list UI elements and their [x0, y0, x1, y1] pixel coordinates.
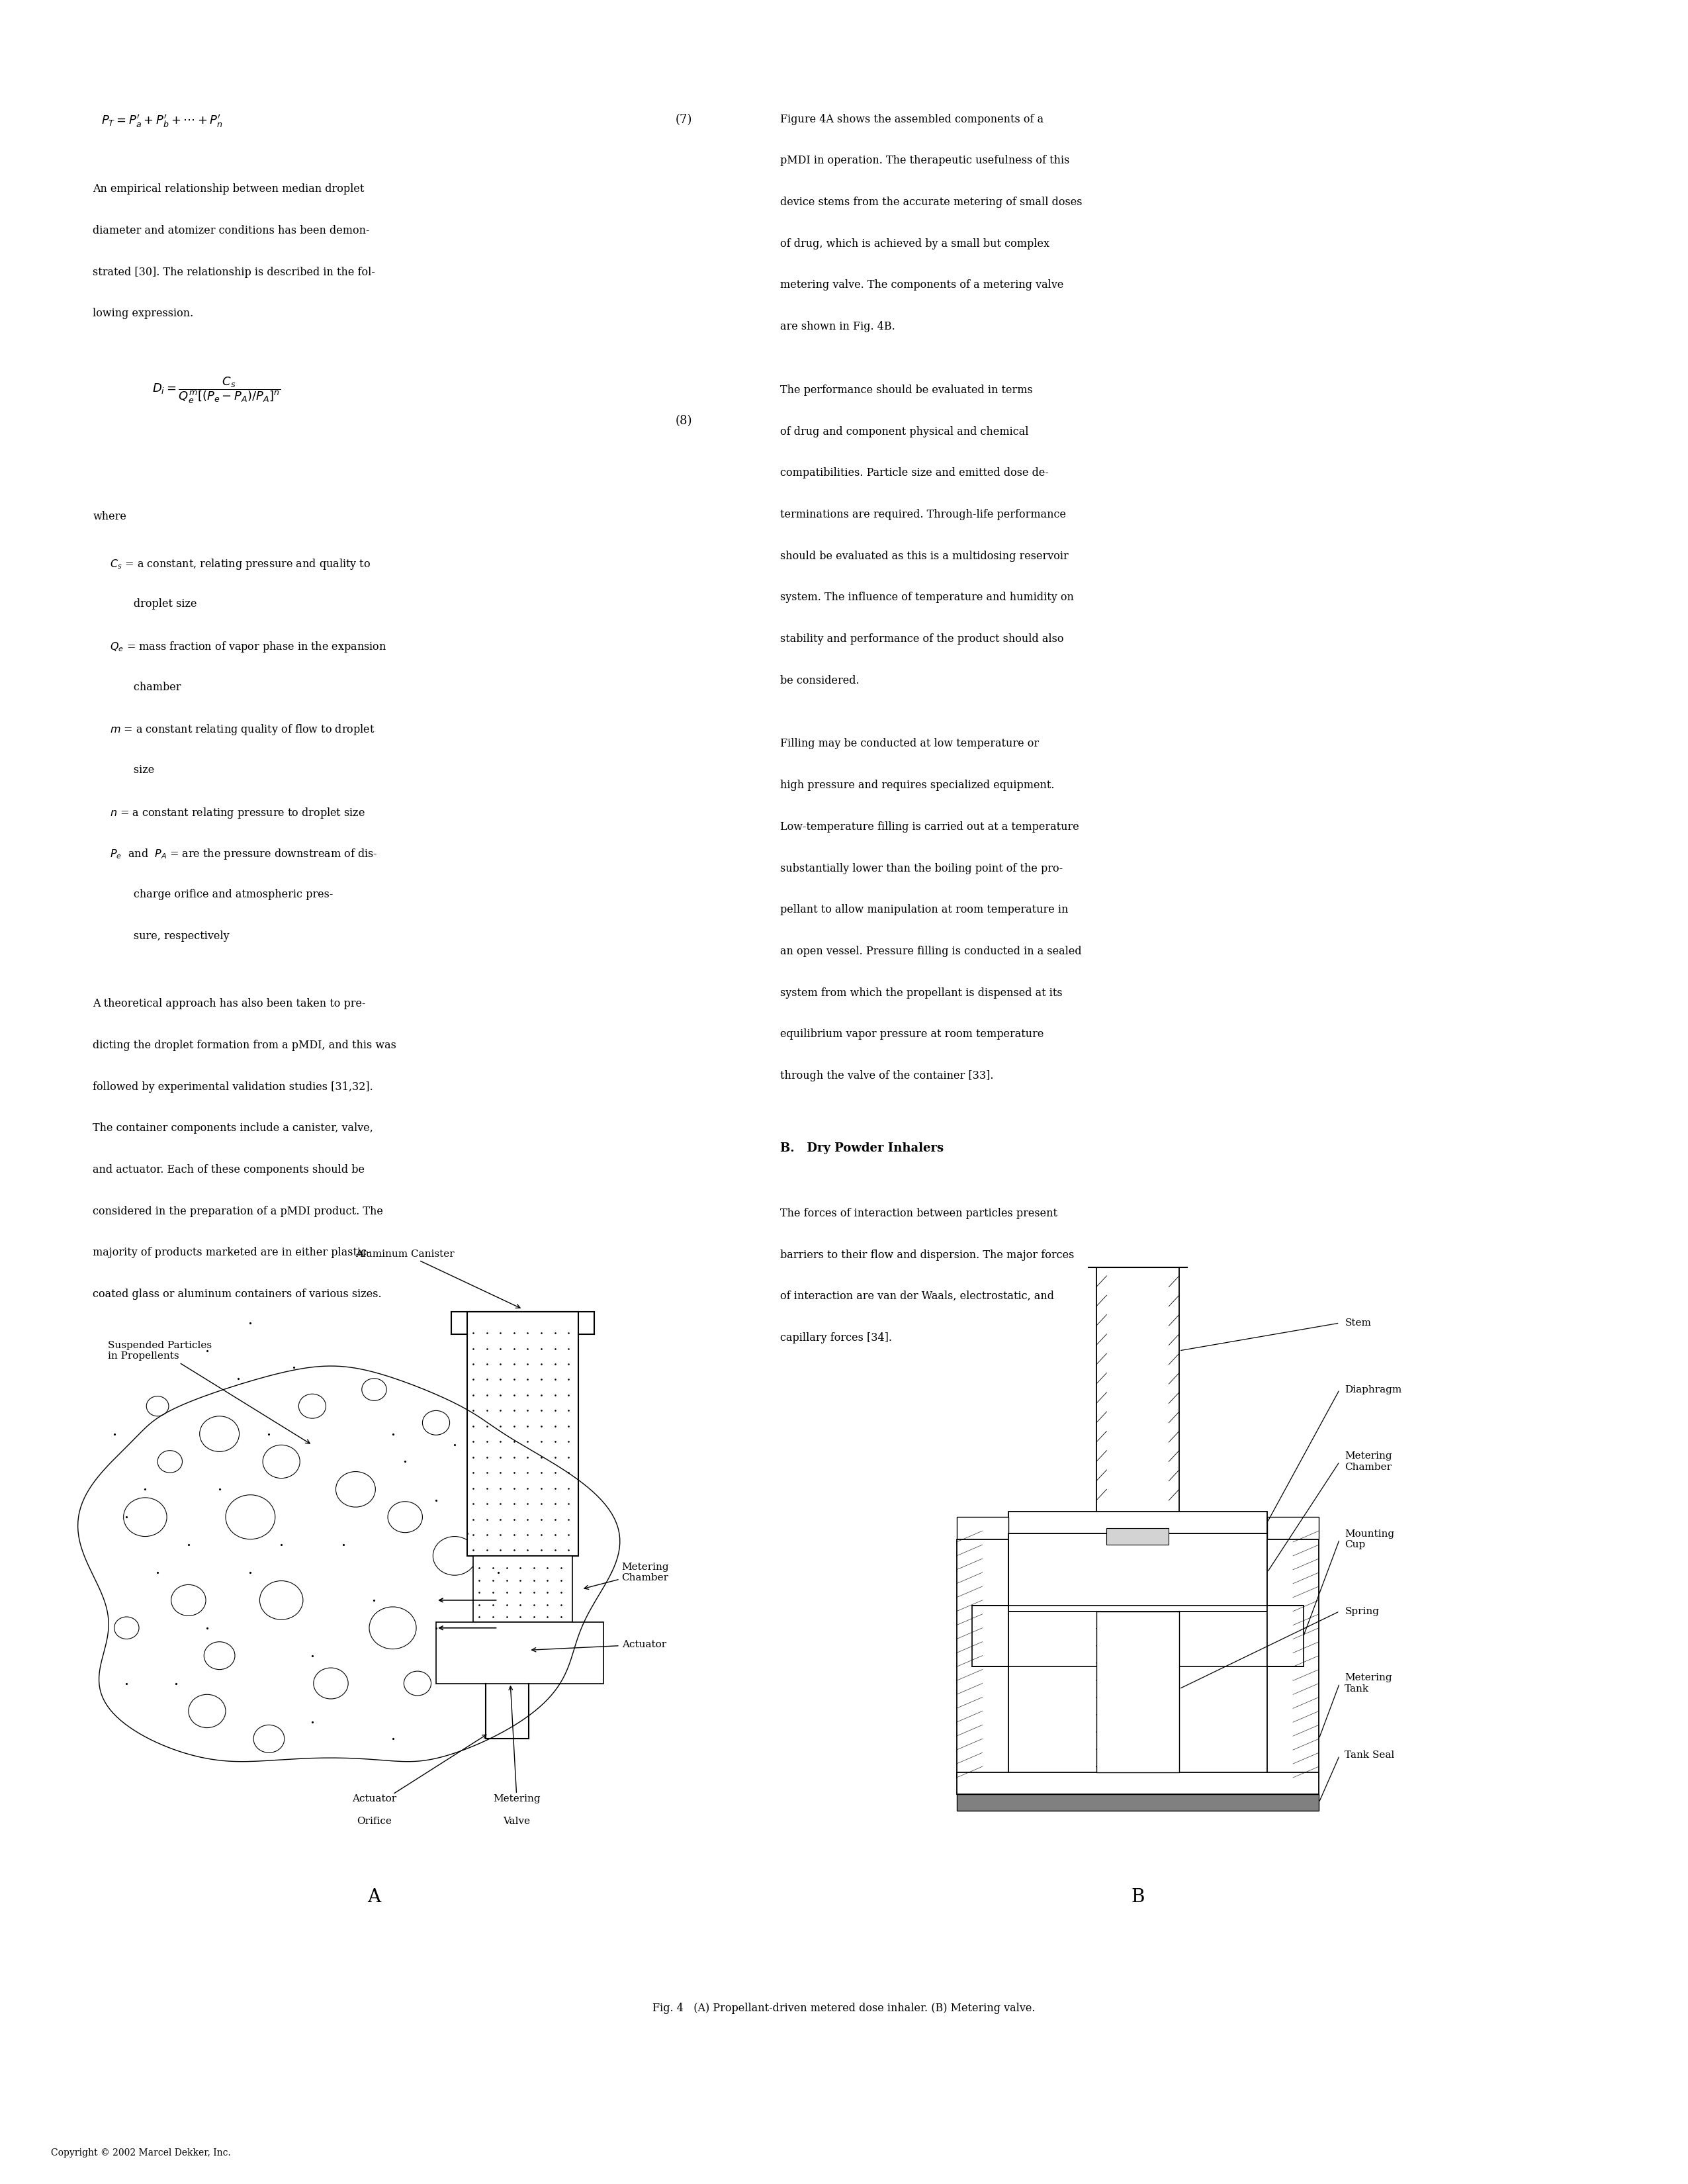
Text: Suspended Particles
in Propellents: Suspended Particles in Propellents — [108, 1341, 311, 1444]
Text: system from which the propellant is dispensed at its: system from which the propellant is disp… — [780, 987, 1062, 998]
Polygon shape — [957, 1771, 1318, 1795]
Polygon shape — [468, 1313, 579, 1555]
Text: should be evaluated as this is a multidosing reservoir: should be evaluated as this is a multido… — [780, 550, 1069, 561]
Polygon shape — [1008, 1511, 1268, 1533]
Text: Filling may be conducted at low temperature or: Filling may be conducted at low temperat… — [780, 738, 1038, 749]
Text: coated glass or aluminum containers of various sizes.: coated glass or aluminum containers of v… — [93, 1289, 381, 1299]
Text: Low-temperature filling is carried out at a temperature: Low-temperature filling is carried out a… — [780, 821, 1079, 832]
Text: charge orifice and atmospheric pres-: charge orifice and atmospheric pres- — [110, 889, 333, 900]
Text: Metering
Chamber: Metering Chamber — [584, 1562, 668, 1590]
Text: (7): (7) — [675, 114, 692, 124]
Text: $Q_e$ = mass fraction of vapor phase in the expansion: $Q_e$ = mass fraction of vapor phase in … — [110, 640, 387, 653]
Text: Metering: Metering — [493, 1795, 540, 1804]
Text: Figure 4A shows the assembled components of a: Figure 4A shows the assembled components… — [780, 114, 1043, 124]
Text: barriers to their flow and dispersion. The major forces: barriers to their flow and dispersion. T… — [780, 1249, 1074, 1260]
Text: $P_e$  and  $P_A$ = are the pressure downstream of dis-: $P_e$ and $P_A$ = are the pressure downs… — [110, 847, 378, 860]
Polygon shape — [1008, 1533, 1268, 1612]
Text: metering valve. The components of a metering valve: metering valve. The components of a mete… — [780, 280, 1063, 290]
Text: $m$ = a constant relating quality of flow to droplet: $m$ = a constant relating quality of flo… — [110, 723, 375, 736]
Text: are shown in Fig. 4B.: are shown in Fig. 4B. — [780, 321, 895, 332]
Text: Stem: Stem — [1345, 1319, 1371, 1328]
Polygon shape — [957, 1795, 1318, 1811]
Polygon shape — [957, 1540, 1008, 1778]
Text: of drug and component physical and chemical: of drug and component physical and chemi… — [780, 426, 1028, 437]
Text: An empirical relationship between median droplet: An empirical relationship between median… — [93, 183, 365, 194]
Text: pMDI in operation. The therapeutic usefulness of this: pMDI in operation. The therapeutic usefu… — [780, 155, 1069, 166]
Text: capillary forces [34].: capillary forces [34]. — [780, 1332, 891, 1343]
Text: and actuator. Each of these components should be: and actuator. Each of these components s… — [93, 1164, 365, 1175]
Text: considered in the preparation of a pMDI product. The: considered in the preparation of a pMDI … — [93, 1206, 383, 1216]
Polygon shape — [1096, 1612, 1180, 1771]
Text: followed by experimental validation studies [31,32].: followed by experimental validation stud… — [93, 1081, 373, 1092]
Text: Metering
Tank: Metering Tank — [1345, 1673, 1393, 1693]
Text: system. The influence of temperature and humidity on: system. The influence of temperature and… — [780, 592, 1074, 603]
Text: Valve: Valve — [503, 1817, 530, 1826]
Text: size: size — [110, 764, 154, 775]
Text: lowing expression.: lowing expression. — [93, 308, 194, 319]
Polygon shape — [1107, 1529, 1168, 1544]
Text: B.   Dry Powder Inhalers: B. Dry Powder Inhalers — [780, 1142, 944, 1153]
Text: through the valve of the container [33].: through the valve of the container [33]. — [780, 1070, 993, 1081]
Text: The container components include a canister, valve,: The container components include a canis… — [93, 1123, 373, 1133]
Text: (8): (8) — [675, 415, 692, 426]
Text: Metering
Chamber: Metering Chamber — [1345, 1452, 1393, 1472]
Text: strated [30]. The relationship is described in the fol-: strated [30]. The relationship is descri… — [93, 266, 375, 277]
Text: Diaphragm: Diaphragm — [1345, 1385, 1401, 1393]
Text: majority of products marketed are in either plastic-: majority of products marketed are in eit… — [93, 1247, 370, 1258]
Text: device stems from the accurate metering of small doses: device stems from the accurate metering … — [780, 197, 1082, 207]
Polygon shape — [972, 1605, 1008, 1666]
Text: Mounting
Cup: Mounting Cup — [1345, 1529, 1394, 1548]
Polygon shape — [1268, 1605, 1303, 1666]
Text: substantially lower than the boiling point of the pro-: substantially lower than the boiling poi… — [780, 863, 1062, 874]
Text: Actuator: Actuator — [532, 1640, 667, 1651]
Text: $D_i = \dfrac{C_s}{Q_e^m\left[(P_e - P_A)/P_A\right]^n}$: $D_i = \dfrac{C_s}{Q_e^m\left[(P_e - P_A… — [152, 376, 280, 406]
Text: B: B — [1131, 1889, 1144, 1907]
Text: high pressure and requires specialized equipment.: high pressure and requires specialized e… — [780, 780, 1053, 791]
Text: chamber: chamber — [110, 681, 181, 692]
Text: dicting the droplet formation from a pMDI, and this was: dicting the droplet formation from a pMD… — [93, 1040, 397, 1051]
Text: $C_s$ = a constant, relating pressure and quality to: $C_s$ = a constant, relating pressure an… — [110, 557, 371, 570]
Text: equilibrium vapor pressure at room temperature: equilibrium vapor pressure at room tempe… — [780, 1029, 1043, 1040]
Polygon shape — [436, 1623, 603, 1684]
Text: where: where — [93, 511, 127, 522]
Text: A theoretical approach has also been taken to pre-: A theoretical approach has also been tak… — [93, 998, 366, 1009]
Text: sure, respectively: sure, respectively — [110, 930, 230, 941]
Text: $P_T = P_a' + P_b' + \cdots + P_n'$: $P_T = P_a' + P_b' + \cdots + P_n'$ — [101, 114, 223, 129]
Text: The forces of interaction between particles present: The forces of interaction between partic… — [780, 1208, 1057, 1219]
Text: compatibilities. Particle size and emitted dose de-: compatibilities. Particle size and emitt… — [780, 467, 1048, 478]
Text: an open vessel. Pressure filling is conducted in a sealed: an open vessel. Pressure filling is cond… — [780, 946, 1082, 957]
Text: terminations are required. Through-life performance: terminations are required. Through-life … — [780, 509, 1065, 520]
Text: Aluminum Canister: Aluminum Canister — [356, 1249, 520, 1308]
Text: droplet size: droplet size — [110, 598, 197, 609]
Text: Fig. 4   (A) Propellant-driven metered dose inhaler. (B) Metering valve.: Fig. 4 (A) Propellant-driven metered dos… — [653, 2003, 1035, 2014]
Polygon shape — [1268, 1540, 1318, 1778]
Text: of interaction are van der Waals, electrostatic, and: of interaction are van der Waals, electr… — [780, 1291, 1053, 1302]
Text: Copyright © 2002 Marcel Dekker, Inc.: Copyright © 2002 Marcel Dekker, Inc. — [51, 2149, 231, 2158]
Text: Orifice: Orifice — [356, 1817, 392, 1826]
Text: Tank Seal: Tank Seal — [1345, 1752, 1394, 1760]
Text: pellant to allow manipulation at room temperature in: pellant to allow manipulation at room te… — [780, 904, 1069, 915]
Text: The performance should be evaluated in terms: The performance should be evaluated in t… — [780, 384, 1033, 395]
Text: of drug, which is achieved by a small but complex: of drug, which is achieved by a small bu… — [780, 238, 1050, 249]
Text: Spring: Spring — [1345, 1607, 1379, 1616]
Polygon shape — [957, 1518, 1008, 1540]
Polygon shape — [1096, 1267, 1180, 1518]
Text: A: A — [368, 1889, 381, 1907]
Text: Actuator: Actuator — [353, 1795, 397, 1804]
Text: diameter and atomizer conditions has been demon-: diameter and atomizer conditions has bee… — [93, 225, 370, 236]
Text: $n$ = a constant relating pressure to droplet size: $n$ = a constant relating pressure to dr… — [110, 806, 365, 819]
Text: be considered.: be considered. — [780, 675, 859, 686]
Polygon shape — [473, 1555, 572, 1623]
Polygon shape — [1268, 1518, 1318, 1540]
Text: stability and performance of the product should also: stability and performance of the product… — [780, 633, 1063, 644]
